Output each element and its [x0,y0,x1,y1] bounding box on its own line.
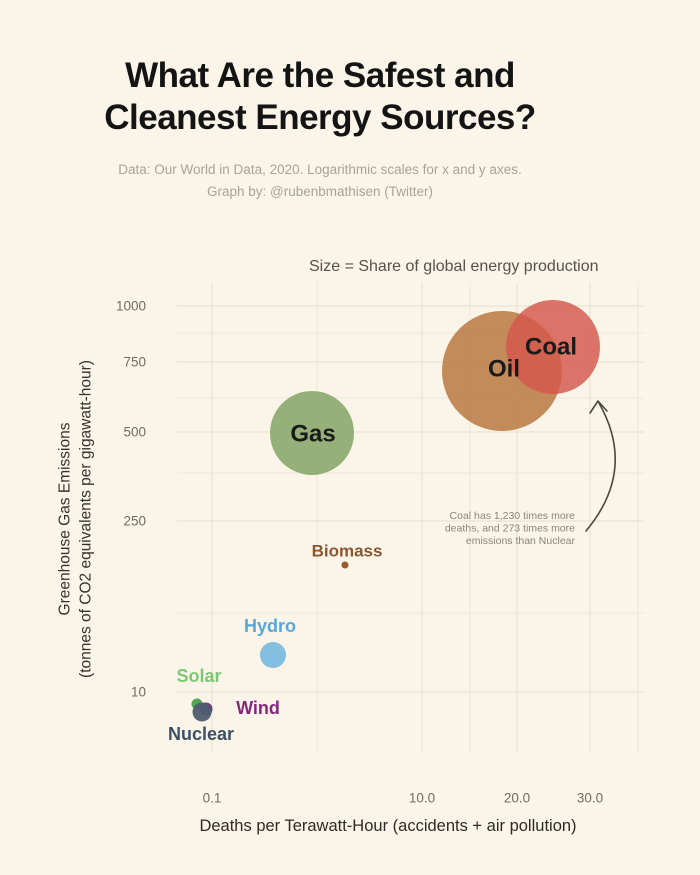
annotation-line-3: emissions than Nuclear [466,535,576,547]
bubble-gas [270,391,354,475]
bubble-hydro [260,642,286,668]
y-tick-500: 500 [123,425,146,440]
bubble-coal [506,300,600,394]
subtitle-line-1: Data: Our World in Data, 2020. Logarithm… [118,162,522,177]
y-tick-10: 10 [131,685,146,700]
point-label-biomass: Biomass [312,542,383,561]
subtitle: Data: Our World in Data, 2020. Logarithm… [20,159,620,202]
annotation-line-2: deaths, and 273 times more [445,523,575,535]
annotation-arrow-head [589,400,608,414]
annotation-arrow [585,402,616,532]
y-tick-1000: 1000 [116,299,146,314]
point-label-wind: Wind [236,698,280,718]
y-axis-title-line-1: Greenhouse Gas Emissions [57,422,74,615]
bubble-biomass [341,561,349,569]
point-label-solar: Solar [176,666,221,686]
point-label-nuclear: Nuclear [168,724,234,744]
subtitle-line-2: Graph by: @rubenbmathisen (Twitter) [206,183,434,199]
point-label-hydro: Hydro [244,616,296,636]
x-axis-title: Deaths per Terawatt-Hour (accidents + ai… [199,817,577,835]
x-tick-20.0: 20.0 [504,791,530,806]
point-label-gas: Gas [290,421,335,448]
point-label-oil: Oil [488,356,520,383]
y-tick-250: 250 [123,514,146,529]
y-axis-title-line-2: (tonnes of CO2 equivalents per gigawatt-… [78,360,95,678]
size-legend-label: Size = Share of global energy production [309,258,599,275]
annotation-line-1: Coal has 1,230 times more [450,510,576,522]
bubble-nuclear [192,702,212,722]
page-title: What Are the Safest and Cleanest Energy … [104,56,536,138]
y-tick-750: 750 [123,355,146,370]
x-tick-0.1: 0.1 [203,791,222,806]
x-tick-10.0: 10.0 [409,791,435,806]
x-tick-30.0: 30.0 [577,791,603,806]
point-label-coal: Coal [525,334,577,361]
